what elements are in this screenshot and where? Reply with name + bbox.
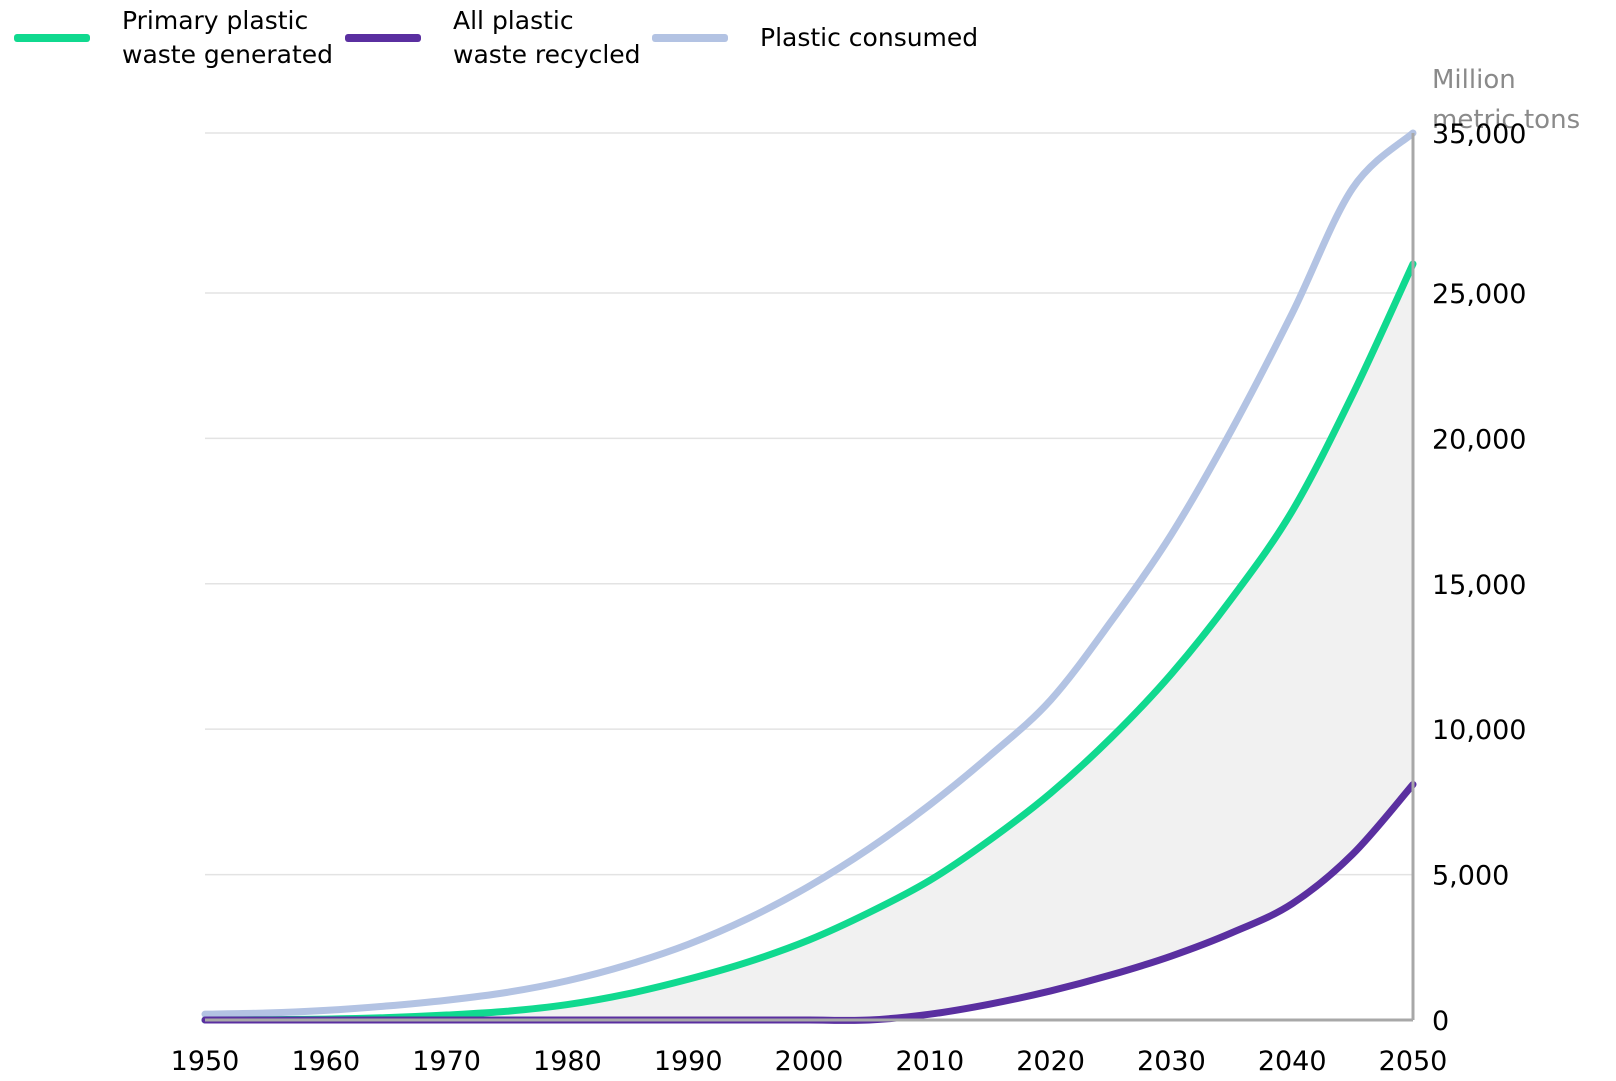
x-tick-label: 1980 (533, 1046, 602, 1077)
x-tick-label: 2050 (1379, 1046, 1448, 1077)
x-tick-label: 1970 (412, 1046, 481, 1077)
legend-swatch-primary-waste (14, 34, 90, 42)
series-line-primary-waste (201, 260, 1417, 1024)
x-tick-label: 1960 (291, 1046, 360, 1077)
y-tick-label: 35,000 (1432, 119, 1526, 150)
legend-item-recycled: All plastic waste recycled (345, 4, 641, 72)
shaded-gap-area (205, 263, 1413, 1021)
y-tick-label: 20,000 (1432, 424, 1526, 455)
legend-swatch-recycled (345, 34, 421, 42)
x-tick-label: 1990 (654, 1046, 723, 1077)
legend-swatch-consumed (652, 34, 728, 42)
y-tick-label: 25,000 (1432, 279, 1526, 310)
x-tick-label: 2010 (895, 1046, 964, 1077)
x-tick-label: 2030 (1137, 1046, 1206, 1077)
x-tick-label: 1950 (171, 1046, 240, 1077)
legend-item-consumed: Plastic consumed (652, 21, 978, 55)
y-tick-label: 5,000 (1432, 861, 1509, 892)
legend-item-primary-waste: Primary plastic waste generated (14, 4, 333, 72)
legend-label-primary-waste: Primary plastic waste generated (122, 6, 334, 69)
y-tick-label: 10,000 (1432, 715, 1526, 746)
x-tick-label: 2000 (775, 1046, 844, 1077)
series-line-plastic-consumed (201, 129, 1417, 1018)
x-tick-label: 2040 (1258, 1046, 1327, 1077)
x-tick-label: 2020 (1016, 1046, 1085, 1077)
legend-label-consumed: Plastic consumed (760, 23, 979, 52)
y-tick-label: 15,000 (1432, 570, 1526, 601)
y-tick-label: 0 (1432, 1006, 1449, 1037)
y-axis-unit-label: Million metric tons (1432, 65, 1581, 135)
legend-label-recycled: All plastic waste recycled (453, 6, 641, 69)
